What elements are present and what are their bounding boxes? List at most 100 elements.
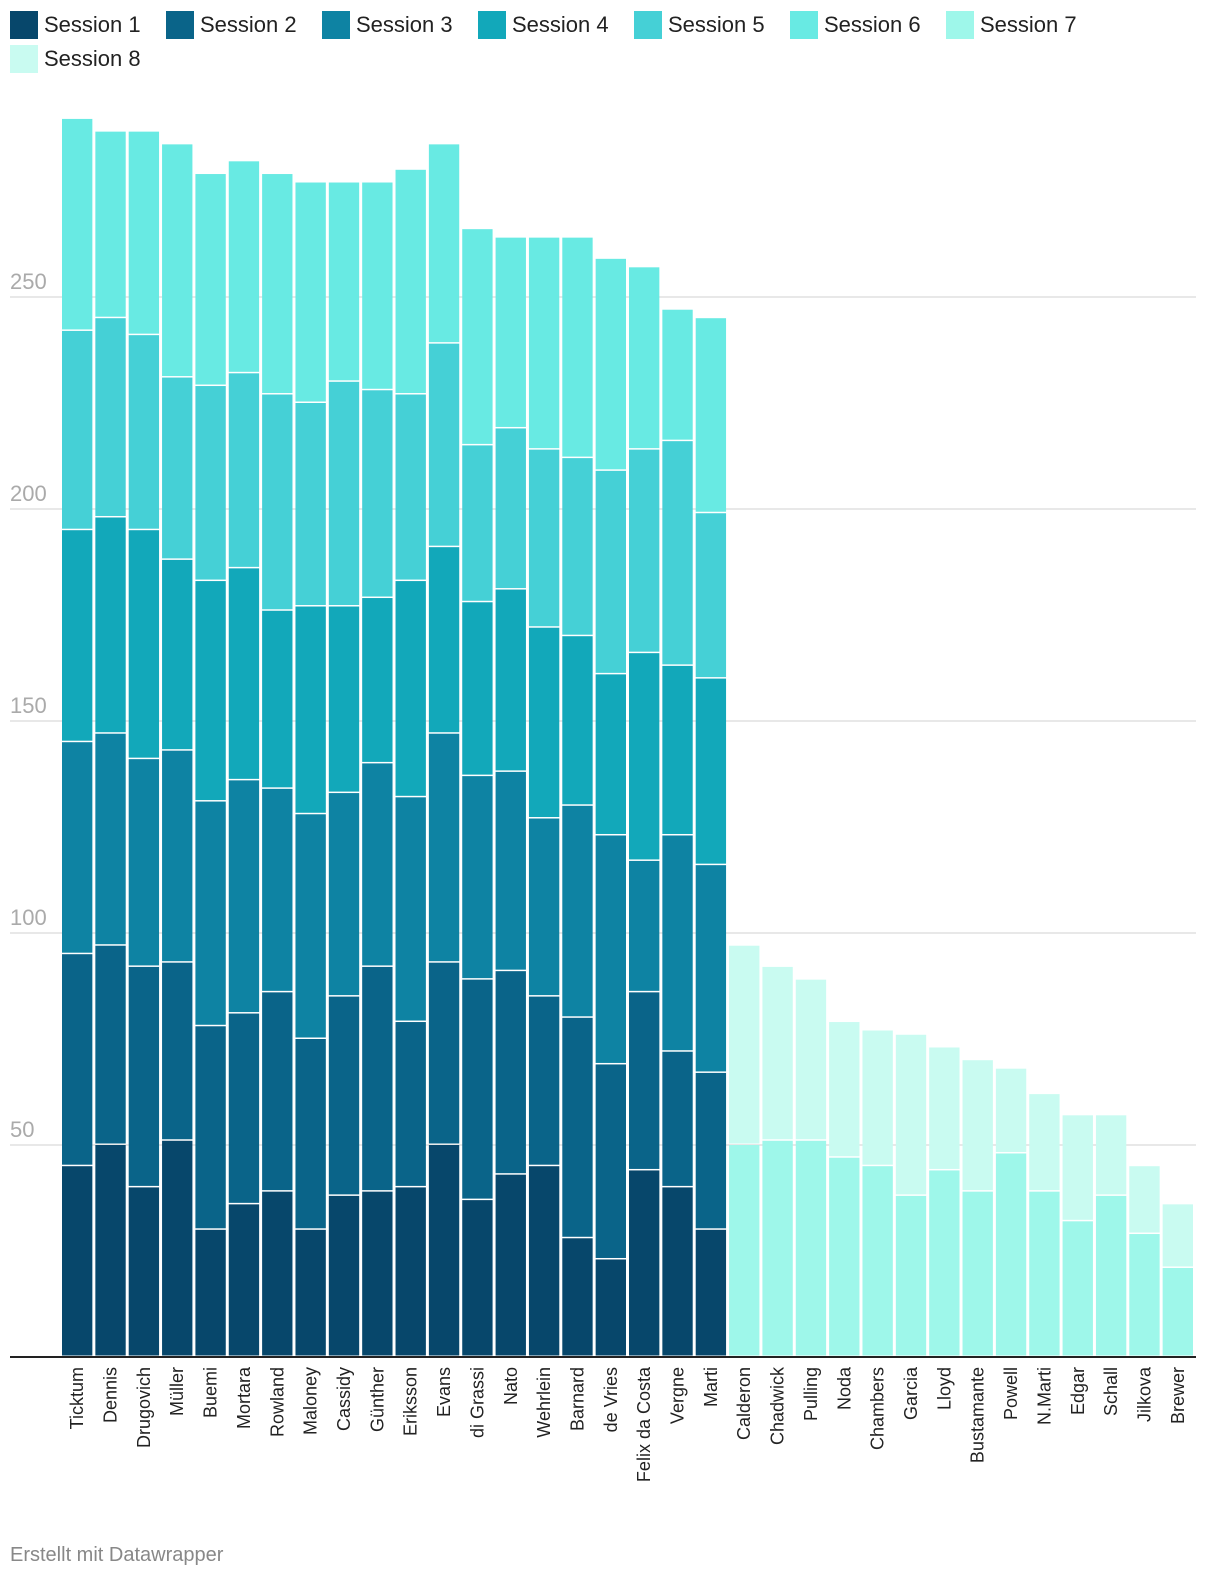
bar-segment xyxy=(262,394,293,610)
bar-segment xyxy=(295,403,326,606)
legend-label: Session 3 xyxy=(356,12,453,37)
legend-item: Session 7 xyxy=(946,10,1077,40)
bar-segment xyxy=(662,1187,693,1356)
bar-segment xyxy=(128,759,160,966)
y-tick-label: 200 xyxy=(10,481,47,506)
bar-segment xyxy=(62,530,93,741)
bar-segment xyxy=(829,1022,860,1157)
y-axis-ticks: 50 100 150 200 250 xyxy=(10,269,47,1142)
bar-segment xyxy=(595,1259,626,1356)
bar-segment xyxy=(295,814,326,1038)
x-tick-label: Chadwick xyxy=(768,1366,788,1445)
bar-segment xyxy=(595,1064,626,1258)
bar-segment xyxy=(428,1145,460,1356)
x-axis-ticks: Ticktum Dennis Drugovich Müller Buemi Mortara… xyxy=(67,1366,1188,1482)
bar-segment xyxy=(895,1195,927,1356)
bar-segment xyxy=(962,1191,993,1356)
bar-segment xyxy=(262,788,293,991)
bar-segment xyxy=(395,581,426,796)
x-tick-label: Calderon xyxy=(734,1367,754,1440)
bar-segment xyxy=(562,1017,593,1237)
bar-segment xyxy=(95,733,126,945)
x-tick-label: Chambers xyxy=(868,1367,888,1450)
bar-segment xyxy=(295,182,326,402)
bar-segment xyxy=(462,229,493,444)
x-tick-label: Cassidy xyxy=(334,1367,354,1431)
x-tick-label: Eriksson xyxy=(401,1367,421,1436)
bar-segment xyxy=(428,144,460,343)
x-tick-label: Pulling xyxy=(801,1367,821,1421)
bar-segment xyxy=(562,805,593,1017)
bar-segment xyxy=(528,996,560,1165)
bar-segment xyxy=(195,1229,226,1356)
legend-item: Session 2 xyxy=(166,10,297,40)
bar-segment xyxy=(128,530,160,758)
bar-segment xyxy=(128,131,160,334)
bar-segment xyxy=(95,131,126,317)
x-tick-label: Noda xyxy=(834,1366,854,1410)
bar-segment xyxy=(295,1229,326,1356)
legend-swatch xyxy=(10,45,38,73)
bar-segment xyxy=(662,665,693,834)
bar-segment xyxy=(495,1174,526,1356)
bar-segment xyxy=(1162,1204,1193,1267)
bar-segment xyxy=(562,237,593,457)
x-tick-label: Powell xyxy=(1001,1367,1021,1420)
bar-segment xyxy=(995,1068,1027,1152)
bar-segment xyxy=(462,979,493,1199)
bar-segment xyxy=(62,954,93,1165)
bar-segment xyxy=(195,801,226,1025)
bar-segment xyxy=(395,1022,426,1186)
bar-segment xyxy=(395,394,426,580)
bar-segment xyxy=(629,449,660,652)
bar-segment xyxy=(62,1166,93,1356)
bar-segment xyxy=(262,992,293,1191)
bar-segment xyxy=(662,309,693,440)
bar-segment xyxy=(1029,1094,1060,1191)
bar-segment xyxy=(962,1060,993,1191)
legend-swatch xyxy=(166,11,194,39)
legend-label: Session 7 xyxy=(980,12,1077,37)
bar-segment xyxy=(695,1072,727,1229)
bar-segment xyxy=(262,174,293,394)
x-tick-label: Maloney xyxy=(301,1367,321,1435)
x-tick-label: Nato xyxy=(501,1367,521,1405)
x-tick-label: Rowland xyxy=(267,1367,287,1437)
bar-segment xyxy=(162,144,193,377)
bar-segment xyxy=(428,343,460,546)
x-tick-label: Lloyd xyxy=(934,1367,954,1410)
x-tick-label: de Vries xyxy=(601,1367,621,1432)
bar-segment xyxy=(562,636,593,805)
bar-segment xyxy=(695,865,727,1072)
y-tick-label: 250 xyxy=(10,269,47,294)
bar-segment xyxy=(95,1145,126,1356)
bar-segment xyxy=(462,445,493,601)
bar-segment xyxy=(62,118,93,330)
legend-swatch xyxy=(478,11,506,39)
bar-segment xyxy=(328,996,360,1195)
legend-item: Session 8 xyxy=(10,44,141,74)
bar-segment xyxy=(629,267,660,449)
bar-segment xyxy=(595,258,626,470)
legend-label: Session 2 xyxy=(200,12,297,37)
bar-segment xyxy=(295,1039,326,1229)
bar-segment xyxy=(228,780,260,1013)
bar-segment xyxy=(362,763,393,966)
bar-segment xyxy=(629,653,660,860)
bar-segment xyxy=(729,945,760,1144)
legend-label: Session 5 xyxy=(668,12,765,37)
bar-segment xyxy=(328,182,360,381)
bar-segment xyxy=(362,390,393,597)
bar-segment xyxy=(1062,1115,1093,1220)
bar-segment xyxy=(95,517,126,733)
bar-segment xyxy=(762,1140,793,1356)
bar-segment xyxy=(62,330,93,529)
bar-segment xyxy=(528,627,560,818)
bar-segment xyxy=(495,237,526,427)
bar-segment xyxy=(328,381,360,606)
bar-segment xyxy=(462,602,493,775)
x-tick-label: Edgar xyxy=(1068,1367,1088,1415)
bar-segment xyxy=(195,1026,226,1229)
bar-segment xyxy=(1129,1166,1160,1233)
bar-segment xyxy=(629,1170,660,1356)
